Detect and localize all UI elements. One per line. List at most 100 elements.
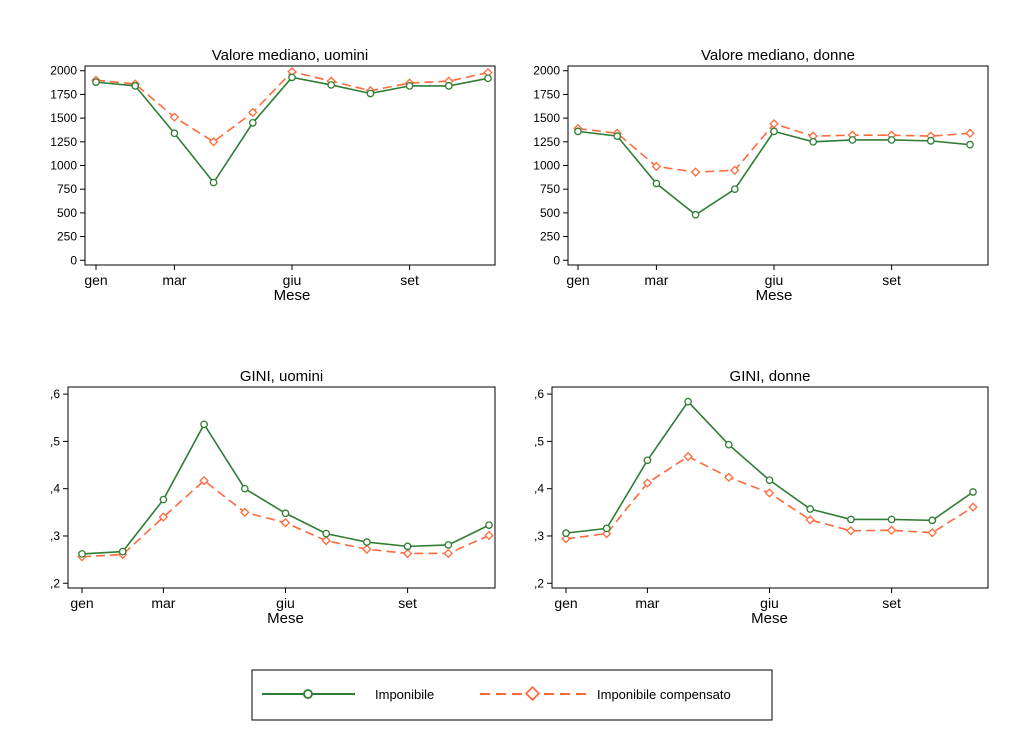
data-point-imponibile — [887, 515, 896, 524]
legend-marker-2 — [524, 685, 541, 702]
data-point-imponibile-compensato — [158, 512, 169, 522]
chart-panel-3: GINI, uomini ,2 ,3 ,4 ,5 ,6 gen mar giu set Mese — [50, 368, 496, 627]
data-point-imponibile — [200, 420, 208, 429]
y-tick-label: 250 — [57, 230, 77, 244]
x-tick-label: mar — [644, 272, 668, 288]
y-tick-label: 2000 — [533, 64, 560, 78]
data-point-imponibile — [78, 550, 86, 558]
data-point-imponibile-compensato — [199, 475, 209, 486]
y-tick-label: ,4 — [50, 482, 60, 496]
data-point-imponibile — [724, 440, 733, 449]
x-tick-label: set — [400, 272, 419, 288]
data-point-imponibile-compensato — [484, 530, 494, 541]
data-point-imponibile-compensato — [886, 525, 897, 536]
y-tick-label: ,3 — [50, 529, 60, 543]
data-point-imponibile — [966, 140, 974, 149]
panels: Valore mediano, uomini 0 250 500 750 1000 1250… — [50, 47, 989, 627]
x-tick-label: gen — [554, 595, 577, 611]
y-tick-label: ,2 — [50, 576, 60, 590]
data-point-imponibile — [926, 137, 935, 145]
y-tick-label: 750 — [540, 182, 560, 196]
data-point-imponibile — [765, 476, 774, 485]
legend-label-2: Imponibile compensato — [597, 687, 731, 702]
plot-area — [567, 65, 989, 266]
y-tick-label: ,6 — [534, 387, 544, 401]
data-point-imponibile-compensato — [965, 128, 975, 139]
data-point-imponibile — [809, 137, 818, 146]
data-point-imponibile — [574, 127, 582, 136]
x-tick-label: set — [882, 272, 901, 288]
x-tick-label: set — [882, 595, 901, 611]
data-point-imponibile-compensato — [764, 488, 775, 498]
data-point-imponibile — [170, 129, 179, 138]
y-tick-label: ,2 — [534, 576, 544, 590]
data-point-imponibile — [928, 516, 937, 525]
data-point-imponibile — [288, 73, 296, 82]
legend: Imponibile Imponibile compensato — [251, 669, 773, 721]
data-point-imponibile — [281, 509, 290, 518]
data-point-imponibile — [444, 82, 453, 90]
data-point-imponibile-compensato — [280, 518, 291, 528]
data-point-imponibile — [131, 82, 140, 90]
data-point-imponibile-compensato — [208, 137, 219, 147]
data-point-imponibile — [602, 524, 611, 533]
y-tick-label: 0 — [70, 253, 77, 267]
y-tick-label: 250 — [540, 230, 560, 244]
data-point-imponibile — [209, 178, 218, 187]
y-tick-label: 0 — [553, 253, 560, 267]
x-tick-label: mar — [635, 595, 659, 611]
x-tick-label: giu — [765, 272, 784, 288]
x-tick-label: giu — [276, 595, 295, 611]
y-tick-label: 1000 — [533, 159, 560, 173]
data-point-imponibile-compensato — [968, 502, 978, 512]
data-point-imponibile — [806, 505, 815, 513]
data-point-imponibile — [643, 456, 652, 465]
data-point-imponibile-compensato — [240, 507, 250, 518]
data-point-imponibile-compensato — [402, 548, 413, 559]
y-tick-label: 2000 — [50, 64, 77, 78]
data-point-imponibile — [485, 521, 493, 529]
data-point-imponibile — [92, 78, 100, 86]
x-tick-label: set — [398, 595, 417, 611]
data-point-imponibile — [770, 127, 778, 136]
data-point-imponibile-compensato — [690, 167, 701, 177]
y-tick-label: ,4 — [534, 482, 544, 496]
x-tick-label: mar — [162, 272, 186, 288]
data-point-imponibile — [652, 179, 661, 188]
chart-panel-4: GINI, donne ,2 ,3 ,4 ,5 ,6 gen mar giu set Mese — [534, 368, 989, 627]
y-tick-label: ,6 — [50, 387, 60, 401]
x-axis-label: Mese — [274, 287, 311, 304]
data-point-imponibile-compensato — [724, 472, 734, 483]
x-tick-label: giu — [760, 595, 779, 611]
y-tick-label: ,5 — [534, 434, 544, 448]
data-point-imponibile-compensato — [169, 112, 180, 122]
chart-title: Valore mediano, donne — [701, 47, 855, 64]
y-tick-label: ,3 — [534, 529, 544, 543]
plot-area — [84, 65, 496, 266]
data-point-imponibile — [405, 82, 414, 90]
data-point-imponibile — [887, 136, 896, 144]
y-tick-label: 500 — [57, 206, 77, 220]
data-point-imponibile-compensato — [362, 544, 372, 554]
x-axis-label: Mese — [267, 610, 304, 627]
y-tick-label: 1500 — [533, 111, 560, 125]
x-tick-label: gen — [566, 272, 589, 288]
y-tick-label: 500 — [540, 206, 560, 220]
y-tick-label: 1250 — [533, 135, 560, 149]
data-point-imponibile — [613, 132, 622, 140]
y-tick-label: ,5 — [50, 434, 60, 448]
legend-label-1: Imponibile — [375, 687, 434, 702]
data-point-imponibile — [684, 397, 692, 406]
chart-panel-1: Valore mediano, uomini 0 250 500 750 1000 1250… — [50, 47, 496, 304]
data-point-imponibile-compensato — [642, 478, 653, 488]
data-point-imponibile-compensato — [846, 526, 856, 536]
x-tick-label: gen — [70, 595, 93, 611]
data-point-imponibile-compensato — [561, 534, 571, 544]
data-point-imponibile-compensato — [927, 527, 938, 538]
data-point-imponibile — [240, 484, 249, 493]
chart-title: Valore mediano, uomini — [212, 47, 368, 64]
y-tick-label: 1500 — [50, 111, 77, 125]
y-tick-label: 1750 — [50, 87, 77, 101]
data-point-imponibile — [363, 538, 371, 546]
